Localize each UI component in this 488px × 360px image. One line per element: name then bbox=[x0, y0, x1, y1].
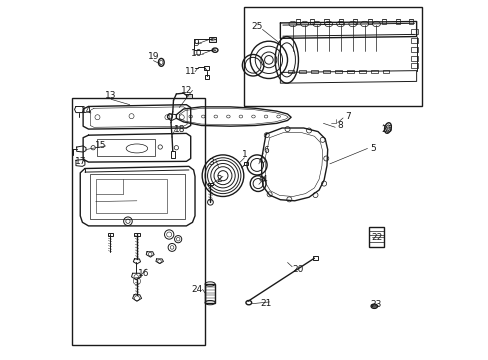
Bar bbox=[410, 30, 417, 35]
Text: 18: 18 bbox=[174, 125, 185, 134]
Bar bbox=[170, 150, 175, 158]
Bar bbox=[367, 19, 371, 24]
Bar bbox=[72, 98, 204, 345]
Text: 23: 23 bbox=[370, 300, 382, 309]
Bar bbox=[323, 69, 329, 73]
Bar bbox=[382, 69, 388, 73]
Bar bbox=[410, 47, 417, 52]
Text: 11: 11 bbox=[184, 67, 196, 76]
Bar bbox=[338, 19, 343, 24]
Bar bbox=[395, 19, 400, 24]
Text: 13: 13 bbox=[105, 91, 117, 100]
Text: 4: 4 bbox=[261, 175, 267, 184]
Text: 19: 19 bbox=[147, 52, 159, 61]
Text: 1: 1 bbox=[241, 150, 247, 159]
Text: 16: 16 bbox=[137, 269, 149, 278]
Bar bbox=[204, 66, 209, 70]
Text: 2: 2 bbox=[216, 175, 222, 184]
Text: 10: 10 bbox=[191, 49, 203, 58]
Bar bbox=[352, 19, 357, 24]
Text: 7: 7 bbox=[345, 112, 351, 121]
Text: 17: 17 bbox=[74, 157, 86, 166]
Text: 14: 14 bbox=[81, 105, 92, 114]
Bar bbox=[97, 139, 155, 156]
Text: 15: 15 bbox=[94, 141, 106, 150]
Text: 22: 22 bbox=[371, 233, 382, 242]
Bar bbox=[244, 162, 247, 165]
Bar bbox=[370, 69, 377, 73]
Bar bbox=[134, 233, 140, 236]
Bar bbox=[310, 69, 317, 73]
Bar bbox=[335, 69, 341, 73]
Bar bbox=[410, 56, 417, 61]
Bar bbox=[185, 94, 191, 98]
Text: 12: 12 bbox=[181, 86, 192, 95]
Bar bbox=[89, 174, 184, 220]
Bar bbox=[309, 19, 314, 24]
Bar bbox=[299, 69, 305, 73]
Bar bbox=[108, 233, 112, 235]
Text: 5: 5 bbox=[369, 144, 375, 153]
Bar bbox=[209, 37, 215, 42]
Bar bbox=[295, 19, 300, 24]
Text: 20: 20 bbox=[291, 265, 303, 274]
Bar bbox=[324, 19, 328, 24]
Text: 21: 21 bbox=[260, 299, 271, 308]
Text: 9: 9 bbox=[193, 39, 199, 48]
Bar bbox=[410, 63, 417, 68]
Bar bbox=[359, 69, 365, 73]
Bar bbox=[287, 69, 293, 73]
Bar bbox=[346, 69, 353, 73]
Text: 25: 25 bbox=[251, 22, 262, 31]
Bar bbox=[313, 256, 317, 260]
Text: 26: 26 bbox=[381, 125, 392, 134]
Bar bbox=[207, 183, 213, 185]
Bar bbox=[96, 179, 167, 213]
Text: 3: 3 bbox=[208, 158, 214, 167]
Bar bbox=[204, 75, 208, 79]
Bar bbox=[408, 19, 412, 24]
Bar bbox=[410, 39, 417, 43]
Text: 8: 8 bbox=[337, 121, 343, 130]
Text: 6: 6 bbox=[264, 146, 269, 155]
Bar bbox=[244, 7, 421, 107]
Bar bbox=[204, 284, 215, 303]
Bar bbox=[368, 227, 383, 247]
Text: 24: 24 bbox=[191, 285, 203, 294]
Bar bbox=[381, 19, 386, 24]
